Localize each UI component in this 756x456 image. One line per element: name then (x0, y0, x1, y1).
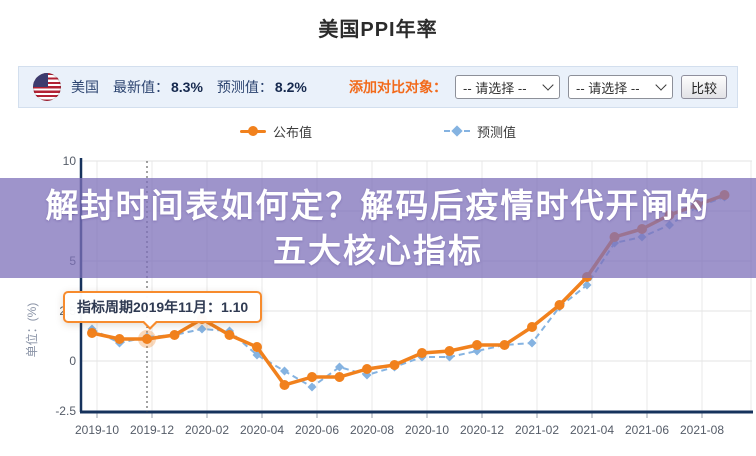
latest-value: 8.3% (171, 79, 203, 95)
published-point[interactable] (444, 346, 455, 356)
legend-item-published[interactable]: 公布值 (239, 122, 312, 141)
forecast-point[interactable] (527, 338, 537, 348)
compare-select-1[interactable]: -- 请选择 -- (454, 75, 560, 99)
toolbar: 美国 最新值： 8.3% 预测值： 8.2% 添加对比对象： -- 请选择 --… (18, 66, 738, 108)
published-point[interactable] (142, 334, 152, 344)
x-axis-tick-label: 2021-02 (515, 423, 559, 437)
x-axis-tick-label: 2020-08 (350, 423, 394, 437)
forecast-value: 8.2% (274, 79, 307, 95)
add-compare-label: 添加对比对象： (348, 79, 447, 95)
published-point[interactable] (362, 364, 372, 374)
published-point[interactable] (87, 328, 97, 338)
x-axis-tick-label: 2021-04 (570, 423, 614, 437)
x-axis-tick-label: 2020-10 (405, 423, 449, 437)
published-point[interactable] (499, 340, 510, 350)
published-point[interactable] (224, 330, 235, 340)
us-flag-icon (33, 73, 61, 101)
y-axis-tick-label: 0 (69, 354, 76, 368)
forecast-point[interactable] (280, 366, 289, 376)
published-line-marker-icon (239, 126, 266, 136)
published-point[interactable] (279, 380, 290, 390)
country-label: 美国 (71, 79, 99, 95)
published-point[interactable] (334, 372, 345, 382)
headline-overlay-banner: 解封时间表如何定？解码后疫情时代开闸的 五大核心指标 (0, 178, 756, 278)
published-point[interactable] (417, 348, 427, 358)
published-point[interactable] (169, 330, 180, 340)
x-axis-tick-label: 2020-12 (460, 423, 504, 437)
legend-item-forecast[interactable]: 预测值 (444, 122, 516, 141)
compare-select-1-value: -- 请选择 -- (462, 80, 527, 96)
published-point[interactable] (554, 300, 565, 310)
x-axis-tick-label: 2021-06 (625, 423, 669, 437)
forecast-point[interactable] (197, 324, 207, 334)
legend-forecast-label: 预测值 (477, 124, 517, 140)
x-axis-tick-label: 2020-04 (240, 423, 284, 437)
x-axis-tick-label: 2021-08 (680, 423, 724, 437)
forecast-label: 预测值： (216, 79, 273, 95)
compare-zone: 添加对比对象： -- 请选择 -- -- 请选择 -- 比较 (349, 75, 727, 99)
y-axis-unit-label: 单位：(%) (24, 303, 39, 358)
forecast-line-marker-icon (444, 130, 470, 132)
compare-button[interactable]: 比较 (680, 75, 727, 99)
banner-line-2: 五大核心指标 (273, 232, 483, 269)
banner-line-1: 解封时间表如何定？解码后疫情时代开闸的 (45, 187, 711, 224)
compare-select-2[interactable]: -- 请选择 -- (567, 75, 673, 99)
page-title: 美国PPI年率 (318, 19, 438, 41)
chart-tooltip: 指标周期2019年11月：1.10 (63, 291, 263, 330)
y-axis-tick-label: -2.5 (55, 404, 76, 418)
y-axis-tick-label: 10 (63, 154, 77, 168)
forecast-point[interactable] (307, 382, 317, 392)
forecast-point[interactable] (582, 280, 592, 290)
published-point[interactable] (527, 322, 537, 332)
legend-published-label: 公布值 (272, 124, 312, 140)
tooltip-text: 指标周期2019年11月：1.10 (77, 299, 249, 315)
forecast-point[interactable] (335, 362, 344, 372)
published-point[interactable] (472, 340, 482, 350)
published-point[interactable] (307, 372, 317, 382)
x-axis-tick-label: 2019-10 (75, 423, 119, 437)
published-point[interactable] (114, 334, 125, 344)
published-point[interactable] (389, 360, 400, 370)
published-point[interactable] (252, 342, 262, 352)
x-axis-tick-label: 2020-02 (185, 423, 229, 437)
compare-select-2-value: -- 请选择 -- (575, 80, 640, 96)
chart-legend: 公布值 预测值 (0, 119, 756, 143)
forecast-line[interactable] (91, 196, 725, 388)
latest-label: 最新值： (113, 79, 169, 95)
x-axis-tick-label: 2019-12 (130, 423, 174, 437)
x-axis-tick-label: 2020-06 (295, 423, 339, 437)
